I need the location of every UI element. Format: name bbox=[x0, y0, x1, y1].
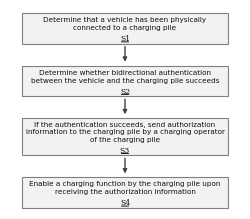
Text: Determine that a vehicle has been physically
connected to a charging pile: Determine that a vehicle has been physic… bbox=[44, 17, 206, 31]
Text: S1: S1 bbox=[120, 35, 130, 43]
FancyBboxPatch shape bbox=[22, 66, 228, 96]
Text: S4: S4 bbox=[120, 199, 130, 207]
Text: Determine whether bidirectional authentication
between the vehicle and the charg: Determine whether bidirectional authenti… bbox=[31, 70, 219, 83]
FancyBboxPatch shape bbox=[22, 118, 228, 155]
Text: S2: S2 bbox=[120, 88, 130, 95]
Text: If the authentication succeeds, send authorization
information to the charging p: If the authentication succeeds, send aut… bbox=[26, 122, 224, 143]
Text: S3: S3 bbox=[120, 147, 130, 155]
Text: Enable a charging function by the charging pile upon
receiving the authorization: Enable a charging function by the chargi… bbox=[29, 182, 221, 195]
FancyBboxPatch shape bbox=[22, 13, 228, 44]
FancyBboxPatch shape bbox=[22, 177, 228, 208]
